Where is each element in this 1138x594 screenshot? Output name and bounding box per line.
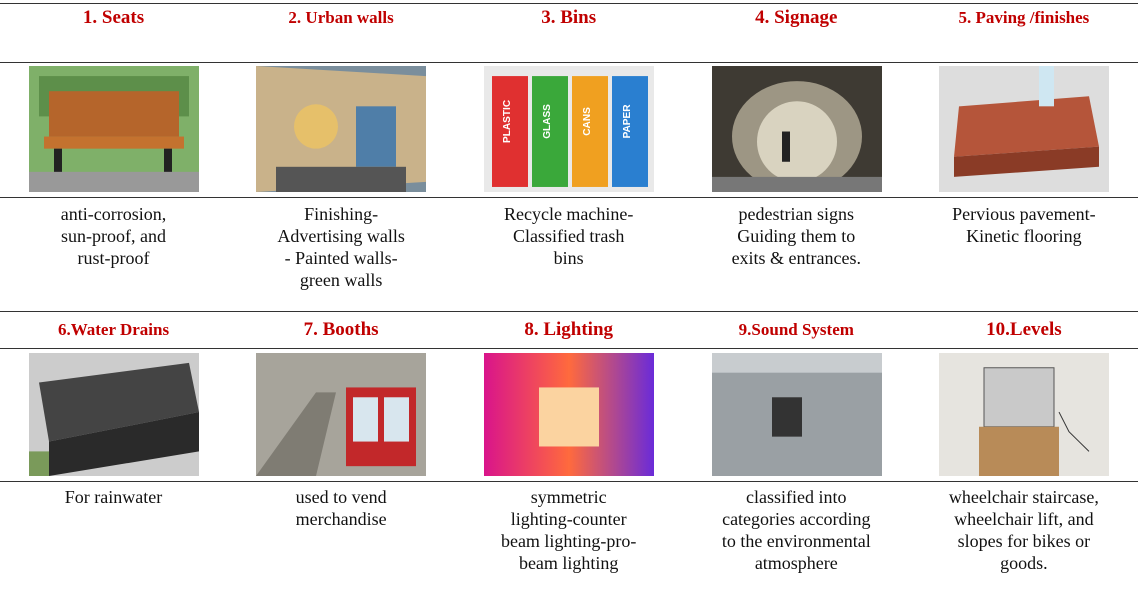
description-line: wheelchair lift, and <box>954 509 1094 529</box>
description-line: pedestrian signs <box>738 204 855 224</box>
description-line: Finishing- <box>304 204 379 224</box>
cell-title: 7. Booths <box>303 319 379 340</box>
photo <box>711 66 882 197</box>
description-line: lighting-counter <box>510 509 627 529</box>
description-line: used to vend <box>295 487 387 507</box>
rule <box>0 481 1138 482</box>
description-line: Advertising walls <box>277 226 405 246</box>
description: Finishing- Advertising walls - Painted wal… <box>228 203 455 291</box>
cell-title: 5. Paving /finishes <box>958 8 1090 27</box>
rule <box>0 62 1138 63</box>
cell-title: 9.Sound System <box>738 320 854 339</box>
photo-art <box>939 66 1110 192</box>
description-line: sun-proof, and <box>61 226 166 246</box>
description-line: Classified trash <box>512 226 625 246</box>
photo-art <box>28 66 199 192</box>
description: For rainwater <box>0 486 227 508</box>
photo-art <box>939 353 1110 476</box>
description: pedestrian signs Guiding them to exits & e… <box>683 203 910 269</box>
description-line: beam lighting <box>518 553 619 573</box>
description: Pervious pavement- Kinetic flooring <box>910 203 1137 247</box>
photo <box>28 353 199 481</box>
description-line: green walls <box>299 270 383 290</box>
description: wheelchair staircase, wheelchair lift, an… <box>910 486 1137 574</box>
description-line: slopes for bikes or <box>957 531 1091 551</box>
photo <box>711 353 882 481</box>
photo <box>939 353 1110 481</box>
description-line: rust-proof <box>77 248 150 268</box>
description-line: Guiding them to <box>737 226 856 246</box>
rule <box>0 348 1138 349</box>
photo: PLASTIC GLASS CANS PAPER <box>484 66 654 197</box>
description-line: anti-corrosion, <box>60 204 167 224</box>
photo-art <box>28 353 199 476</box>
description: anti-corrosion, sun-proof, and rust-proof <box>0 203 227 269</box>
rule <box>0 311 1138 312</box>
description: classified into categories according to th… <box>683 486 910 574</box>
photo <box>484 353 654 481</box>
description-line: symmetric <box>530 487 607 507</box>
description-line: merchandise <box>295 509 387 529</box>
bin-label: PLASTIC <box>502 100 513 143</box>
cell-title: 8. Lighting <box>524 319 614 340</box>
photo <box>256 66 427 197</box>
bin-label: CANS <box>582 107 593 136</box>
cell-title: 4. Signage <box>755 7 838 28</box>
cell-title: 1. Seats <box>82 7 145 28</box>
description-line: categories according <box>722 509 871 529</box>
cell-title: 10.Levels <box>986 319 1062 340</box>
description-line: - Painted walls- <box>284 248 398 268</box>
rule <box>0 3 1138 4</box>
description: Recycle machine- Classified trash bins <box>455 203 682 269</box>
cell-title: 2. Urban walls <box>288 8 394 27</box>
photo-art <box>256 353 427 476</box>
description-line: For rainwater <box>64 487 163 507</box>
rule <box>0 197 1138 198</box>
description: used to vend merchandise <box>228 486 455 530</box>
description-line: beam lighting-pro- <box>500 531 637 551</box>
description-line: wheelchair staircase, <box>948 487 1099 507</box>
description-line: classified into <box>746 487 847 507</box>
description-line: Pervious pavement- <box>952 204 1096 224</box>
description-line: Kinetic flooring <box>966 226 1082 246</box>
cell-title: 6.Water Drains <box>57 320 170 339</box>
description-line: bins <box>553 248 584 268</box>
description-line: atmosphere <box>754 553 838 573</box>
description-line: goods. <box>1000 553 1048 573</box>
photo-art: PLASTIC GLASS CANS PAPER <box>484 66 654 192</box>
photo-art <box>256 66 427 192</box>
bin-label: GLASS <box>542 104 553 139</box>
description-line: to the environmental <box>721 531 871 551</box>
photo-art <box>711 66 882 192</box>
description: symmetric lighting-counter beam lighting-p… <box>455 486 682 574</box>
photo <box>256 353 427 481</box>
photo-art <box>711 353 882 476</box>
description-line: Recycle machine- <box>503 204 634 224</box>
photo-art <box>484 353 654 476</box>
bin-label: PAPER <box>622 104 633 139</box>
description-line: exits & entrances. <box>731 248 862 268</box>
photo <box>28 66 199 197</box>
cell-title: 3. Bins <box>541 7 597 28</box>
photo <box>939 66 1110 197</box>
